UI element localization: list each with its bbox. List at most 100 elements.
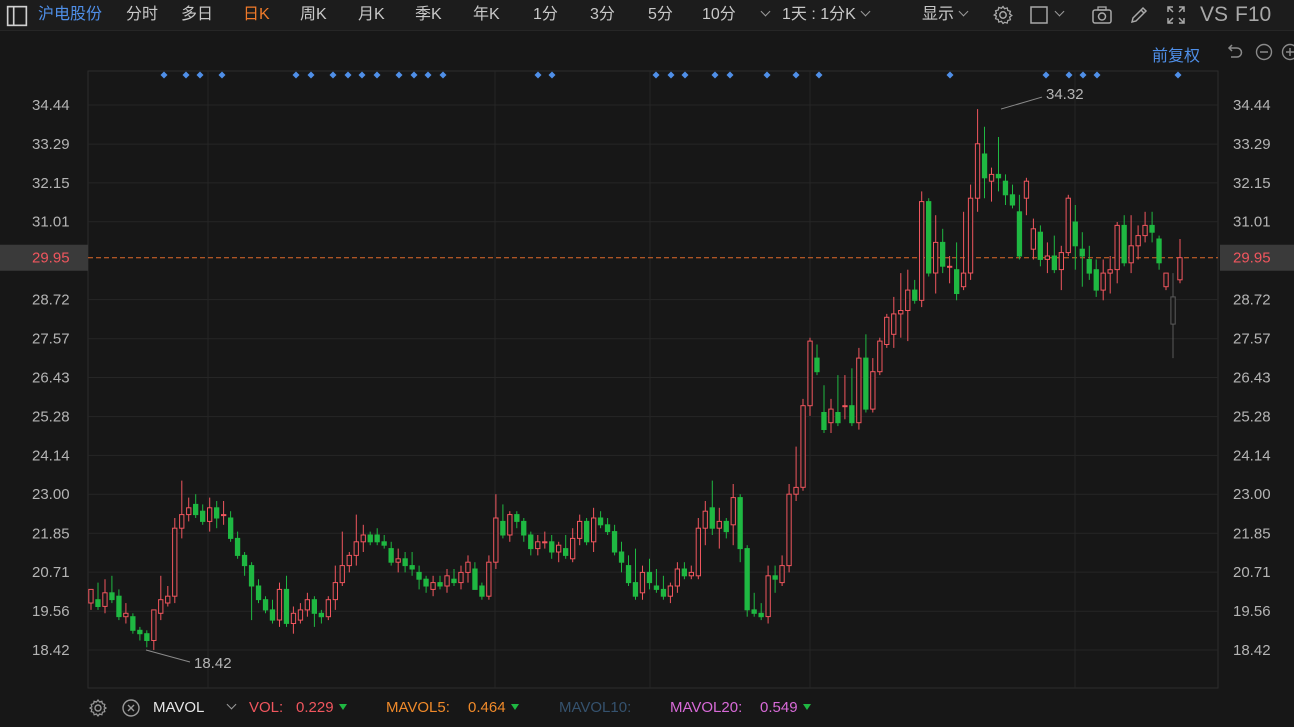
chevron-down-icon	[1054, 6, 1065, 17]
tab-3min[interactable]: 3分	[590, 6, 615, 23]
candle	[109, 575, 115, 604]
candle-body	[207, 507, 213, 522]
current-price-tag-left	[0, 244, 88, 271]
candle	[1121, 215, 1127, 267]
candle	[353, 514, 359, 566]
candle	[172, 518, 178, 604]
tab-niank[interactable]: 年K	[473, 6, 500, 23]
candle-body	[807, 340, 813, 407]
price-tick-left: 19.56	[32, 603, 70, 620]
candle-body	[353, 541, 359, 556]
tab-yuek[interactable]: 月K	[358, 6, 385, 23]
tab-duori[interactable]: 多日	[181, 6, 214, 23]
candle-body	[577, 520, 583, 539]
tab-jik[interactable]: 季K	[415, 6, 442, 23]
tab-fenshi[interactable]: 分时	[126, 6, 159, 23]
candle	[988, 167, 995, 202]
candle-body	[744, 548, 750, 611]
candle-body	[479, 585, 485, 597]
tab-zhouk[interactable]: 周K	[300, 6, 327, 23]
candle	[130, 613, 136, 634]
candle	[1086, 245, 1092, 280]
candle	[137, 626, 143, 641]
candle-body	[716, 520, 722, 529]
tab-1min[interactable]: 1分	[533, 6, 558, 23]
candle	[248, 562, 255, 621]
close-circle-icon[interactable]	[121, 698, 141, 722]
candle-body	[395, 558, 401, 563]
candle-body	[940, 241, 946, 267]
candle	[646, 558, 653, 590]
more-periods-dropdown[interactable]	[756, 0, 771, 30]
candle-body	[444, 575, 450, 587]
candle	[395, 548, 401, 573]
candle-body	[786, 493, 792, 567]
candle	[716, 507, 722, 549]
pencil-icon[interactable]	[1128, 4, 1150, 26]
sidebar-toggle-icon[interactable]	[6, 5, 28, 27]
square-dropdown[interactable]	[1050, 0, 1065, 30]
candle	[444, 569, 450, 593]
event-marker-icon	[1174, 71, 1182, 79]
tab-rik[interactable]: 日K	[243, 6, 270, 23]
gear-icon[interactable]	[992, 4, 1014, 26]
candle-body	[493, 517, 499, 563]
candle-body	[919, 201, 925, 301]
candle-body	[926, 201, 932, 274]
candle	[800, 398, 806, 491]
candle	[151, 609, 157, 650]
candle	[863, 334, 869, 413]
candle	[144, 630, 150, 648]
display-dropdown[interactable]: 显示	[922, 0, 969, 30]
price-tick-left: 26.43	[32, 370, 70, 387]
candle	[116, 589, 122, 621]
reset-icon[interactable]	[1226, 43, 1244, 61]
candle-body	[228, 517, 234, 539]
event-marker-icon	[358, 71, 366, 79]
candle-body	[1100, 272, 1106, 291]
price-tick-left: 18.42	[32, 642, 70, 659]
zoom-in-icon[interactable]	[1281, 43, 1294, 61]
f10-button[interactable]: F10	[1235, 3, 1272, 26]
candle-body	[311, 599, 318, 614]
event-marker-icon	[424, 71, 432, 79]
period-select[interactable]: 1天 : 1分K	[782, 0, 871, 30]
candle-body	[109, 592, 115, 601]
camera-icon[interactable]	[1091, 4, 1113, 26]
current-price-right: 29.95	[1233, 250, 1271, 267]
indicator-select[interactable]: MAVOL	[153, 699, 204, 716]
candle-body	[1156, 238, 1162, 264]
candle-body	[193, 503, 199, 516]
square-icon[interactable]	[1029, 4, 1051, 26]
candle	[332, 565, 339, 610]
kline-chart[interactable]: 34.44 34.44 33.29 33.29 32.15 32.15 31.01 31.01…	[0, 30, 1294, 690]
candle-body	[221, 514, 227, 517]
vol-label: VOL:	[249, 699, 284, 716]
candle	[535, 535, 541, 556]
candle-body	[765, 575, 771, 618]
candle-body	[1093, 269, 1099, 291]
event-marker-icon	[667, 71, 675, 79]
stock-name[interactable]: 沪电股份	[38, 6, 103, 23]
fullscreen-icon[interactable]	[1165, 4, 1187, 26]
candle	[311, 596, 318, 627]
candle	[856, 347, 862, 430]
candle-body	[325, 599, 332, 618]
candle-body	[933, 241, 939, 274]
candle-body	[1009, 194, 1016, 206]
zoom-out-icon[interactable]	[1255, 43, 1273, 61]
adjust-mode-button[interactable]: 前复权	[1152, 48, 1201, 65]
settings-gear-icon[interactable]	[88, 698, 108, 722]
tab-10min[interactable]: 10分	[702, 6, 736, 23]
vs-button[interactable]: VS	[1200, 3, 1229, 26]
candle-body	[172, 527, 178, 597]
candle-body	[1170, 296, 1176, 325]
event-marker-icon	[1065, 71, 1073, 79]
candle-body	[751, 609, 757, 614]
mavol20-value: 0.549	[760, 699, 811, 716]
candle	[1079, 232, 1085, 287]
indicator-dropdown[interactable]	[222, 699, 237, 716]
candle-body	[304, 599, 311, 611]
tab-5min[interactable]: 5分	[648, 6, 673, 23]
vol-value: 0.229	[296, 699, 347, 716]
